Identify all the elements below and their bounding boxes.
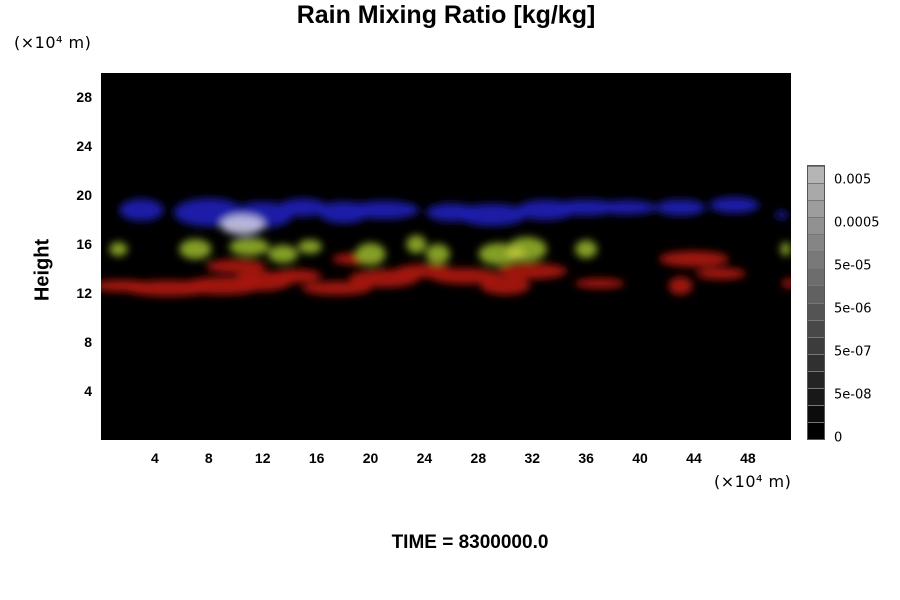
- colorbar-segment: [808, 268, 824, 286]
- rain-blob-lower: [695, 267, 746, 280]
- x-tick-label: 16: [308, 450, 325, 466]
- rain-blob-upper: [349, 201, 420, 220]
- y-tick-label: 8: [84, 334, 92, 351]
- x-tick-label: 28: [470, 450, 487, 466]
- rain-blob-lower: [429, 268, 500, 285]
- y-tick-label: 28: [76, 89, 92, 106]
- rain-blob-upper: [655, 199, 706, 216]
- colorbar-segment: [808, 200, 824, 218]
- rain-blob-middle: [179, 239, 212, 260]
- rain-blob-middle: [267, 245, 298, 264]
- colorbar-segment: [808, 217, 824, 235]
- x-tick-label: 44: [686, 450, 702, 466]
- x-tick-label: 8: [204, 450, 213, 466]
- rain-blob-lower: [658, 250, 729, 267]
- y-unit-label: (×10⁴ m): [14, 33, 92, 52]
- colorbar-label: 5e-05: [834, 258, 872, 274]
- y-tick-label: 4: [84, 383, 92, 400]
- rain-blob-upper: [556, 199, 617, 216]
- rain-blob-upper: [709, 197, 760, 214]
- colorbar-segment: [808, 234, 824, 252]
- rain-blob-middle: [780, 242, 791, 257]
- x-tick-label: 4: [151, 450, 159, 466]
- x-tick-label: 24: [416, 450, 433, 466]
- rain-blob-lower: [782, 278, 791, 289]
- rain-blob-lower: [668, 276, 693, 295]
- colorbar-segment: [808, 285, 824, 303]
- rain-blob-lower: [497, 263, 568, 280]
- x-tick-label: 20: [362, 450, 379, 466]
- rain-blob-upper: [456, 203, 527, 226]
- rain-blob-middle: [406, 235, 427, 254]
- colorbar-label: 5e-06: [834, 301, 872, 317]
- colorbar-label: 0: [834, 430, 843, 446]
- heatmap-svg: [101, 197, 791, 297]
- rain-blob-middle: [229, 237, 270, 256]
- colorbar-segment: [808, 370, 824, 388]
- colorbar-segment: [808, 183, 824, 201]
- colorbar-label: 5e-07: [834, 344, 872, 360]
- colorbar-segment: [808, 421, 824, 439]
- rain-blob-lower: [205, 259, 266, 274]
- colorbar-segment: [808, 353, 824, 371]
- rain-blob-lower: [480, 276, 531, 295]
- rain-blob-upper: [596, 200, 657, 215]
- x-unit-label: (×10⁴ m): [714, 472, 792, 491]
- rain-blob-middle: [425, 244, 450, 265]
- time-label: TIME = 8300000.0: [391, 532, 549, 553]
- colorbar: [807, 165, 825, 440]
- rain-blob-upper: [278, 198, 329, 217]
- colorbar-segment: [808, 404, 824, 422]
- y-tick-label: 12: [76, 285, 92, 302]
- rain-blob-peak: [220, 214, 265, 235]
- y-axis-label: Height: [31, 238, 54, 302]
- y-tick-label: 16: [76, 236, 92, 253]
- rain-blob-lower: [271, 269, 322, 284]
- chart-title: Rain Mixing Ratio [kg/kg]: [296, 1, 596, 29]
- rain-blob-lower: [301, 281, 372, 296]
- colorbar-segment: [808, 166, 824, 184]
- rain-blob-lower: [574, 278, 625, 289]
- y-tick-label: 20: [76, 187, 92, 204]
- rain-blob-upper: [119, 199, 164, 222]
- rain-blob-core: [507, 247, 526, 262]
- colorbar-label: 5e-08: [834, 387, 872, 403]
- rain-blob-upper: [775, 210, 788, 219]
- rain-blob-middle: [109, 242, 128, 257]
- colorbar-label: 0.0005: [834, 215, 880, 231]
- colorbar-label: 0.005: [834, 172, 872, 188]
- y-axis-label-box: Height: [18, 238, 68, 302]
- colorbar-segment: [808, 336, 824, 354]
- colorbar-segment: [808, 319, 824, 337]
- x-tick-label: 32: [524, 450, 541, 466]
- x-tick-label: 40: [632, 450, 648, 466]
- x-tick-label: 48: [740, 450, 756, 466]
- colorbar-segment: [808, 251, 824, 269]
- colorbar-segment: [808, 302, 824, 320]
- x-tick-label: 36: [578, 450, 594, 466]
- rain-blob-middle: [355, 243, 386, 266]
- plot-area: [101, 73, 791, 440]
- colorbar-segment: [808, 387, 824, 405]
- x-tick-label: 12: [254, 450, 271, 466]
- rain-blob-middle: [297, 239, 322, 254]
- rain-blob-middle: [575, 240, 598, 259]
- y-tick-label: 24: [76, 138, 92, 155]
